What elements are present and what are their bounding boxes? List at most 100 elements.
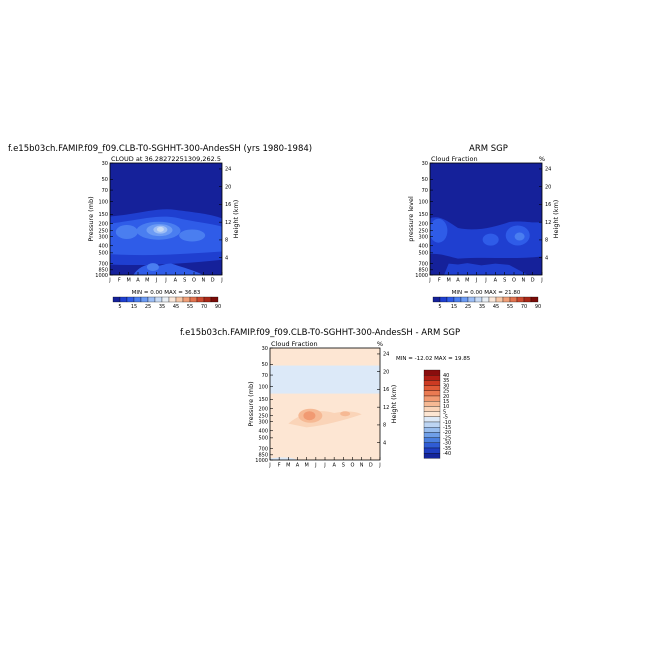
model-title: f.e15b03ch.FAMIP.f09_f09.CLB-T0-SGHHT-30… [8, 144, 313, 154]
colorbar-label: 15 [131, 304, 137, 310]
colorbar-swatch [423, 432, 441, 438]
x-tick-label: J [378, 463, 380, 469]
level-15-summer [482, 233, 499, 246]
colorbar-swatch [147, 296, 156, 303]
x-tick-label: M [447, 278, 451, 284]
colorbar-swatch [495, 296, 504, 303]
y-tick-label: 200 [418, 221, 428, 227]
y2-tick-label: 8 [545, 238, 548, 244]
x-tick-label: J [484, 278, 486, 284]
colorbar-swatch [509, 296, 518, 303]
y-axis-label: pressure level [407, 196, 415, 242]
y-tick-label: 250 [258, 414, 268, 420]
panel-subtitle: Cloud Fraction [271, 340, 318, 348]
obs-contour-panel: Cloud Fraction %3050701001502002503004005… [407, 155, 560, 310]
colorbar-label: 15 [451, 304, 457, 310]
x-tick-label: D [369, 463, 373, 469]
colorbar-swatch [175, 296, 184, 303]
colorbar-swatch [516, 296, 525, 303]
x-tick-label: D [531, 278, 535, 284]
y-tick-label: 100 [418, 199, 428, 205]
level-20 [514, 232, 525, 241]
colorbar-label: 70 [201, 304, 207, 310]
colorbar-label: 35 [443, 378, 449, 384]
colorbar-swatch [112, 296, 121, 303]
x-tick-label: J [475, 278, 477, 284]
contour-fills [270, 348, 380, 460]
colorbar-swatch [423, 375, 441, 381]
colorbar-swatch [189, 296, 198, 303]
colorbar-label: 45 [493, 304, 499, 310]
y2-tick-label: 12 [545, 220, 551, 226]
colorbar-swatch [154, 296, 163, 303]
corner-mark: % [539, 155, 545, 163]
colorbar-swatch [460, 296, 469, 303]
y-tick-label: 50 [102, 177, 108, 183]
y2-tick-label: 12 [383, 405, 389, 411]
colorbar-label: 5 [443, 409, 446, 415]
colorbar-swatch [423, 411, 441, 417]
x-tick-label: J [108, 278, 110, 284]
y-tick-label: 100 [258, 384, 268, 390]
x-tick-label: J [268, 463, 270, 469]
colorbar-label: -5 [443, 415, 448, 421]
colorbar-label: 35 [479, 304, 485, 310]
y-tick-label: 30 [422, 161, 428, 167]
panel-subtitle: CLOUD at 36.28272251309,262.5 [111, 155, 221, 163]
y-tick-label: 850 [98, 268, 108, 274]
colorbar-swatch [196, 296, 205, 303]
y2-tick-label: 20 [545, 184, 551, 190]
level-10-east [340, 411, 351, 417]
y2-axis-label: Height (km) [232, 200, 240, 239]
y-tick-label: 700 [98, 261, 108, 267]
y-axis-label: Pressure (mb) [247, 381, 255, 426]
model-minmax: MIN = 0.00 MAX = 36.83 [132, 290, 201, 296]
diff-contour-panel: Cloud Fraction %3050701001502002503004005… [247, 340, 471, 469]
corner-mark: % [377, 340, 383, 348]
colorbar-label: 5 [438, 304, 441, 310]
y-axis-label: Pressure (mb) [87, 196, 95, 241]
level-15 [303, 411, 316, 421]
colorbar-label: 10 [443, 404, 449, 410]
y-tick-label: 500 [258, 436, 268, 442]
level-20-east [179, 229, 206, 242]
surface-cloud [444, 263, 528, 275]
y-tick-label: 400 [98, 244, 108, 250]
y-tick-label: 70 [102, 188, 108, 194]
y-tick-label: 850 [418, 268, 428, 274]
x-tick-label: M [305, 463, 309, 469]
colorbar-swatch [423, 447, 441, 454]
y2-tick-label: 16 [545, 202, 551, 208]
y2-tick-label: 4 [225, 255, 228, 261]
x-tick-label: A [494, 278, 498, 284]
obs-minmax: MIN = 0.00 MAX = 21.80 [452, 290, 521, 296]
y-tick-label: 150 [418, 212, 428, 218]
model-contour-panel: CLOUD at 36.28272251309,262.530 50 70 100 15… [87, 155, 240, 310]
y-tick-label: 70 [422, 188, 428, 194]
x-tick-label: F [438, 278, 441, 284]
colorbar-label: 70 [521, 304, 527, 310]
colorbar-swatch [210, 296, 219, 303]
obs-title: ARM SGP [469, 144, 508, 154]
x-tick-label: J [314, 463, 316, 469]
colorbar-label: 5 [118, 304, 121, 310]
colorbar-swatch [423, 385, 441, 391]
colorbar-swatch [423, 427, 441, 433]
colorbar-label: 15 [443, 399, 449, 405]
colorbar-swatch [203, 296, 212, 303]
colorbar-label: 20 [443, 394, 449, 400]
colorbar-swatch [474, 296, 483, 303]
x-tick-label: J [220, 278, 222, 284]
contour-fills [110, 163, 222, 275]
x-tick-label: O [512, 278, 516, 284]
y2-tick-label: 4 [545, 255, 548, 261]
x-tick-label: M [145, 278, 149, 284]
colorbar-swatch [423, 395, 441, 402]
y2-tick-label: 24 [383, 352, 389, 358]
y-tick-label: 70 [262, 373, 268, 379]
level-15-jan [430, 218, 448, 243]
y-tick-label: 300 [258, 419, 268, 425]
x-tick-label: J [540, 278, 542, 284]
colorbar-swatch [161, 296, 170, 303]
